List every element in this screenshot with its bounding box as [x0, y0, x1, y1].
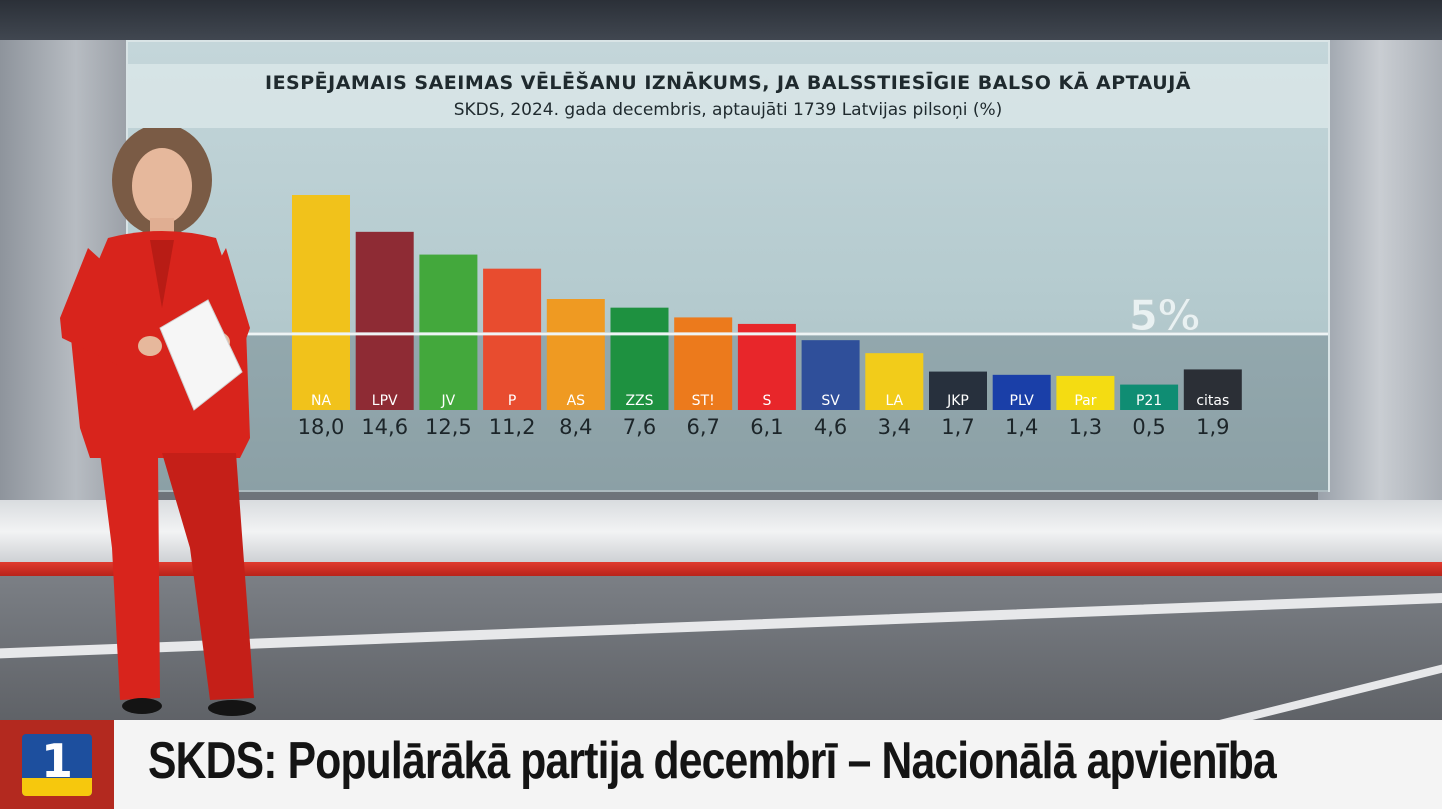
logo-yellow-band: [22, 778, 92, 796]
category-label: P: [508, 393, 516, 409]
chart-title: IESPĒJAMAIS SAEIMAS VĒLĒŠANU IZNĀKUMS, J…: [265, 72, 1191, 94]
bar-jkp: [929, 371, 987, 390]
studio-right-wall: [1318, 40, 1442, 520]
category-box-st: [674, 390, 733, 410]
category-box-s: [737, 390, 796, 410]
value-label: 0,5: [1132, 415, 1165, 439]
threshold-label: 5%: [1129, 291, 1200, 340]
category-label: ST!: [692, 393, 715, 409]
value-label: 12,5: [425, 415, 472, 439]
bar-p: [483, 268, 542, 390]
category-label: S: [762, 393, 771, 409]
value-label: 7,6: [623, 415, 656, 439]
category-label: ZZS: [625, 393, 653, 409]
bar-p21: [1120, 384, 1179, 390]
category-box-p: [483, 390, 542, 410]
bar-jv: [419, 254, 478, 390]
category-box-jkp: [929, 390, 987, 410]
value-label: 1,4: [1005, 415, 1038, 439]
value-label: 1,9: [1196, 415, 1229, 439]
value-label: 8,4: [559, 415, 592, 439]
category-box-as: [546, 390, 605, 410]
bar-st: [674, 317, 733, 390]
category-label: citas: [1196, 393, 1229, 409]
category-box-plv: [992, 390, 1051, 410]
category-box-zzs: [610, 390, 669, 410]
bar-chart: NA 18,0 LPV 14,6 JV 12,5 P 11,2 AS 8,4 ZZS 7,6 ST! 6,…: [128, 195, 1328, 439]
category-label: Par: [1074, 393, 1096, 409]
logo-number: 1: [40, 734, 73, 788]
category-label: LPV: [372, 393, 398, 409]
value-label: 14,6: [361, 415, 408, 439]
chart-subtitle: SKDS, 2024. gada decembris, aptaujāti 17…: [453, 100, 1003, 120]
value-label: 6,1: [750, 415, 783, 439]
category-label: JKP: [946, 393, 969, 409]
bar-na: [292, 195, 350, 390]
bar-sv: [801, 340, 860, 390]
value-label: 11,2: [489, 415, 536, 439]
presenter-figure: [60, 128, 256, 716]
category-box-sv: [801, 390, 860, 410]
category-box-p21: [1120, 390, 1179, 410]
value-label: 1,3: [1069, 415, 1102, 439]
category-box-la: [865, 390, 924, 410]
value-label: 6,7: [686, 415, 719, 439]
value-label: 4,6: [814, 415, 847, 439]
bar-plv: [992, 374, 1051, 390]
bar-lpv: [355, 231, 414, 390]
category-box-na: [292, 390, 350, 410]
bar-as: [546, 299, 605, 390]
value-label: 1,7: [941, 415, 974, 439]
category-label: JV: [441, 393, 456, 409]
category-box-par: [1056, 390, 1115, 410]
studio-red-strip: [0, 562, 1442, 576]
category-label: LA: [885, 393, 903, 409]
bar-la: [865, 353, 924, 390]
category-label: NA: [311, 393, 331, 409]
bar-citas: [1183, 369, 1242, 390]
category-box-lpv: [355, 390, 414, 410]
category-box-citas: [1183, 390, 1242, 410]
value-label: 3,4: [878, 415, 911, 439]
lower-third-banner: [0, 720, 1442, 809]
chart-header-band: [128, 64, 1328, 128]
news-headline: SKDS: Populārākā partija decembrī – Naci…: [148, 732, 1277, 790]
category-label: PLV: [1010, 393, 1035, 409]
channel-logo: 1: [0, 720, 114, 809]
value-label: 18,0: [298, 415, 345, 439]
category-label: AS: [567, 393, 586, 409]
category-box-jv: [419, 390, 478, 410]
category-label: SV: [821, 393, 840, 409]
bar-par: [1056, 375, 1115, 390]
video-wall: IESPĒJAMAIS SAEIMAS VĒLĒŠANU IZNĀKUMS, J…: [126, 40, 1330, 492]
category-label: P21: [1136, 393, 1162, 409]
bar-zzs: [610, 307, 669, 390]
channel-logo-icon: 1: [22, 734, 92, 796]
